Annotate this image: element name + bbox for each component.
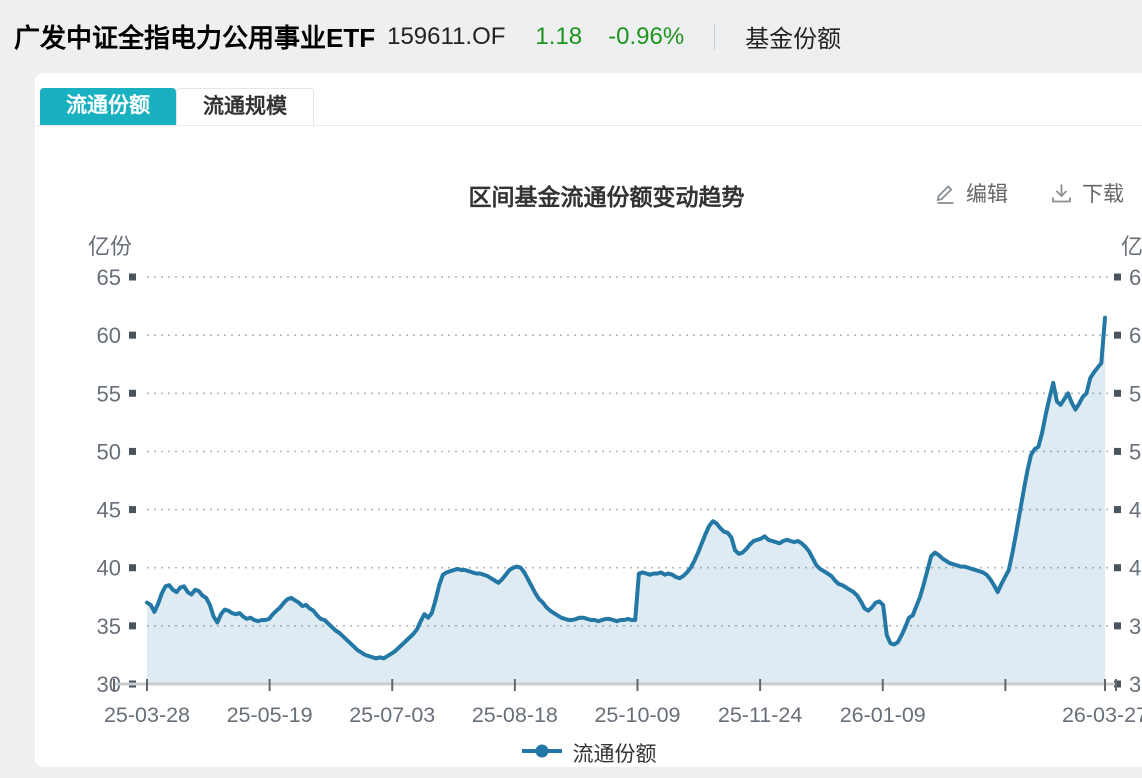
y-tick-square-left: [129, 506, 136, 514]
fund-change-percent: -0.96%: [608, 22, 685, 50]
y-axis-label-left: 60: [97, 323, 121, 348]
y-axis-label-right: 40: [1129, 556, 1142, 581]
tab-circulating-scale[interactable]: 流通规模: [176, 88, 314, 125]
y-tick-square-right: [1114, 506, 1121, 514]
edit-button-label: 编辑: [966, 183, 1008, 206]
tab-bar: 流通份额 流通规模: [35, 73, 1142, 126]
x-axis-label: 25-10-09: [594, 703, 680, 727]
y-axis-label-right: 30: [1129, 672, 1142, 697]
tab-circulating-shares[interactable]: 流通份额: [40, 88, 176, 125]
y-tick-square-right: [1114, 331, 1121, 339]
x-axis-label: 26-01-09: [840, 703, 926, 727]
y-tick-square-right: [1114, 564, 1121, 572]
fund-name: 广发中证全指电力公用事业ETF: [14, 23, 376, 53]
x-axis-label: 25-07-03: [349, 703, 435, 727]
header-divider: [714, 23, 716, 50]
y-tick-square-right: [1114, 622, 1121, 630]
y-axis-label-right: 60: [1129, 323, 1142, 348]
content-card: 流通份额 流通规模 区间基金流通份额变动趋势 编辑: [35, 73, 1142, 767]
y-axis-label-right: 55: [1129, 381, 1142, 406]
page-header: 广发中证全指电力公用事业ETF 159611.OF 1.18 -0.96% 基金…: [0, 0, 1142, 73]
y-tick-square-left: [129, 447, 136, 455]
download-button[interactable]: 下载: [1050, 178, 1124, 208]
series-area: [147, 317, 1105, 684]
y-axis-label-left: 40: [97, 556, 121, 581]
y-axis-label-left: 50: [97, 439, 121, 464]
x-axis-label: 25-08-18: [472, 703, 558, 727]
y-axis-label-left: 45: [97, 498, 121, 523]
y-tick-square-left: [129, 389, 136, 397]
section-label: 基金份额: [745, 26, 842, 53]
y-tick-square-right: [1114, 680, 1121, 688]
fund-nav-value: 1.18: [535, 22, 583, 50]
series-line[interactable]: [145, 315, 1107, 661]
chart-title: 区间基金流通份额变动趋势: [468, 184, 745, 210]
x-axis-label: 26-03-27: [1062, 703, 1142, 727]
edit-pencil-icon: [934, 182, 957, 205]
y-axis-label-left: 35: [97, 614, 121, 639]
edit-button[interactable]: 编辑: [934, 178, 1008, 208]
y-tick-square-right: [1114, 447, 1121, 455]
legend-line-marker: [521, 743, 563, 764]
y-axis-label-left: 55: [97, 381, 121, 406]
x-axis-label: 25-11-24: [718, 703, 803, 727]
y-tick-square-right: [1114, 389, 1121, 397]
legend-series-label: 流通份额: [572, 743, 657, 766]
y-axis-label-right: 35: [1129, 614, 1142, 639]
chart-legend[interactable]: 流通份额: [35, 738, 1142, 768]
fund-code: 159611.OF: [387, 22, 506, 50]
y-axis-unit-right: 亿份: [1121, 234, 1142, 259]
y-tick-square-left: [129, 331, 136, 339]
download-button-label: 下载: [1082, 183, 1124, 206]
share-trend-chart[interactable]: 65656060555550504545404035353030亿份亿份25-0…: [35, 228, 1142, 736]
y-axis-label-left: 65: [97, 265, 121, 290]
y-axis-label-right: 65: [1129, 265, 1142, 290]
y-axis-label-right: 45: [1129, 498, 1142, 523]
y-axis-label-right: 50: [1129, 439, 1142, 464]
y-tick-square-left: [129, 273, 136, 281]
chart-actions: 编辑 下载: [934, 178, 1124, 208]
y-tick-square-right: [1114, 273, 1121, 281]
chart-header: 区间基金流通份额变动趋势 编辑: [35, 178, 1142, 218]
x-axis-label: 25-05-19: [227, 703, 313, 727]
download-icon: [1050, 182, 1073, 205]
y-tick-square-left: [129, 564, 136, 572]
x-axis-label: 25-03-28: [104, 703, 190, 727]
y-tick-square-left: [129, 622, 136, 630]
y-axis-unit-left: 亿份: [88, 234, 132, 259]
